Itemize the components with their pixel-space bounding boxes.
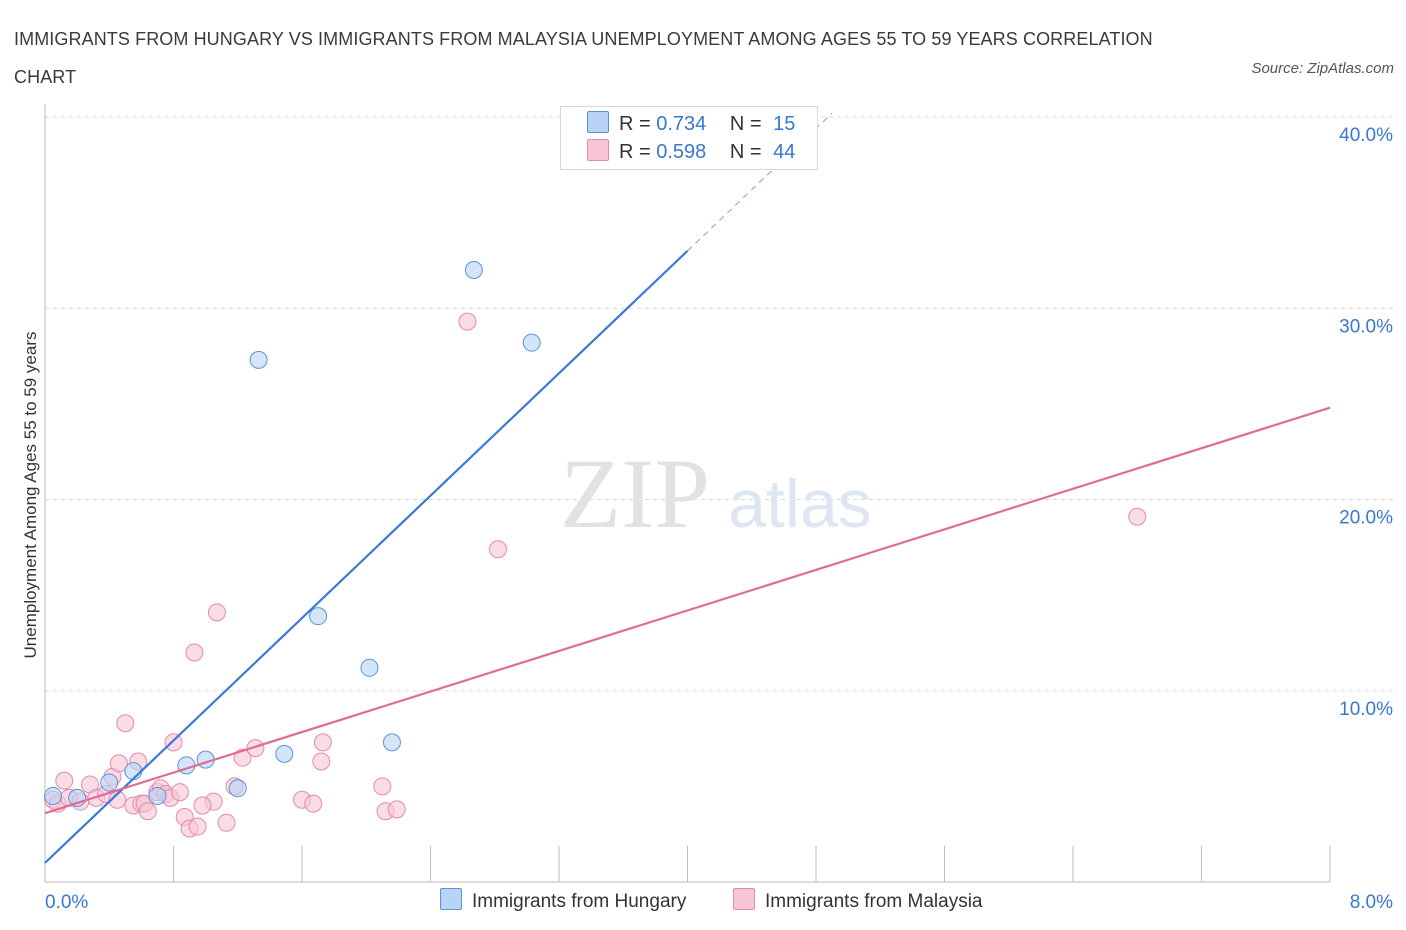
malaysia-point	[116, 714, 135, 733]
hungary-point	[249, 350, 268, 369]
malaysia-point	[387, 800, 406, 819]
bottom-legend-malaysia: Immigrants from Malaysia	[733, 888, 983, 913]
r-label: R =	[619, 141, 651, 163]
n-label: N =	[729, 113, 762, 135]
hungary-point	[44, 786, 63, 805]
hungary-point	[275, 744, 294, 763]
malaysia-point	[185, 643, 204, 662]
hungary-point	[309, 607, 328, 626]
hungary-point	[100, 773, 119, 792]
malaysia-legend-label: Immigrants from Malaysia	[765, 891, 983, 912]
bottom-legend-hungary: Immigrants from Hungary	[440, 888, 686, 913]
malaysia-trendline	[44, 406, 1331, 815]
malaysia-point	[246, 739, 265, 758]
grid-lines	[45, 116, 1395, 692]
correlation-legend: R = 0.734 N = 15 R = 0.598 N = 44	[560, 106, 818, 170]
malaysia-point	[207, 603, 226, 622]
hungary-point	[522, 333, 541, 352]
tick-labels: 10.0% 20.0% 30.0% 40.0% 0.0% 8.0%	[45, 125, 1393, 913]
malaysia-point	[1128, 507, 1147, 526]
n-label: N =	[729, 141, 762, 163]
malaysia-point	[164, 733, 183, 752]
hungary-swatch	[587, 111, 609, 133]
malaysia-point	[373, 777, 392, 796]
malaysia-point	[138, 802, 157, 821]
hungary-point	[124, 762, 143, 781]
r-label: R =	[619, 113, 651, 135]
axes	[44, 104, 1331, 883]
malaysia-point	[233, 748, 252, 767]
hungary-point	[464, 261, 483, 279]
hungary-point	[228, 779, 247, 798]
malaysia-point	[313, 733, 332, 752]
watermark-zip: ZIP	[560, 438, 710, 549]
hungary-trendline	[44, 250, 689, 864]
malaysia-point	[488, 540, 507, 559]
x-tick-label: 8.0%	[1350, 892, 1393, 913]
legend-row-hungary: R = 0.734 N = 15	[587, 111, 795, 137]
malaysia-point	[217, 813, 236, 832]
malaysia-swatch	[733, 888, 755, 910]
y-tick-label: 30.0%	[1339, 316, 1393, 337]
y-tick-label: 10.0%	[1339, 699, 1393, 720]
malaysia-r-value: 0.598	[656, 141, 707, 163]
hungary-r-value: 0.734	[656, 113, 707, 135]
y-tick-label: 40.0%	[1339, 125, 1393, 146]
malaysia-point	[193, 796, 212, 815]
malaysia-point	[109, 754, 128, 773]
source-label: Source: ZipAtlas.com	[1251, 60, 1394, 77]
hungary-swatch	[440, 888, 462, 910]
data-points	[44, 261, 1147, 838]
x-tick-label: 0.0%	[45, 892, 88, 913]
malaysia-point	[55, 771, 74, 790]
watermark-atlas: atlas	[728, 466, 872, 542]
y-axis-label: Unemployment Among Ages 55 to 59 years	[21, 332, 40, 659]
malaysia-point	[312, 752, 331, 771]
hungary-n-value: 15	[773, 113, 796, 135]
hungary-point	[382, 733, 401, 752]
malaysia-n-value: 44	[773, 141, 796, 163]
chart-title: IMMIGRANTS FROM HUNGARY VS IMMIGRANTS FR…	[14, 29, 1153, 87]
malaysia-swatch	[587, 139, 609, 161]
malaysia-point	[188, 817, 207, 836]
malaysia-point	[458, 312, 477, 331]
hungary-legend-label: Immigrants from Hungary	[472, 891, 687, 912]
malaysia-point	[170, 783, 189, 802]
malaysia-point	[304, 794, 323, 813]
legend-row-malaysia: R = 0.598 N = 44	[587, 139, 795, 165]
hungary-point	[148, 786, 167, 805]
hungary-point	[360, 658, 379, 677]
y-tick-label: 20.0%	[1339, 508, 1393, 529]
